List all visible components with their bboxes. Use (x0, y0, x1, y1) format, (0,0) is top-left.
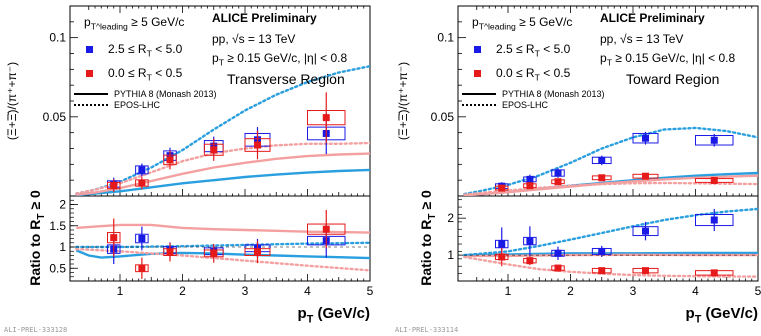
chart-panel-2: 1 2 3 4 5 0.05 0.1 1 2 pT^leading ≥ 5 GeV/c 2.5 ≤ … (396, 5, 761, 326)
data-point-marker (322, 114, 330, 122)
data-point-marker (110, 182, 118, 190)
ratio-tick-label: 1 (447, 248, 454, 262)
ratio-point-marker (166, 248, 174, 256)
ratio-point-marker (138, 264, 146, 272)
data-point-marker (526, 175, 534, 183)
ratio-point-marker (138, 235, 146, 242)
legend-marker (474, 70, 481, 77)
selection-label: pT^leading ≥ 5 GeV/c (472, 15, 572, 32)
info-energy: pp, √s = 13 TeV (600, 32, 683, 46)
y-tick-label: 0.05 (43, 110, 67, 124)
ratio-point-marker (526, 237, 534, 245)
x-axis-title: pT (GeV/c) (686, 305, 758, 326)
ratio-point-marker (598, 267, 606, 275)
ratio-axis-title-text: Ratio to RT ≥ 0 (27, 190, 47, 286)
ratio-model-curve (75, 249, 370, 260)
x-tick-label: 1 (505, 284, 512, 298)
region-label: Transverse Region (227, 71, 345, 87)
ratio-point-marker (598, 247, 606, 255)
x-axis-title: pT (GeV/c) (298, 305, 370, 326)
model-curve (76, 152, 370, 196)
y-tick-label: 0.1 (437, 31, 454, 45)
legend-label: EPOS-LHC (114, 100, 161, 110)
data-point-marker (710, 136, 718, 144)
footer-id: ALI-PREL-333128 (4, 326, 67, 334)
ratio-tick-label: 1 (59, 240, 66, 254)
data-point-marker (498, 184, 506, 192)
x-tick-label: 3 (630, 284, 637, 298)
y-tick-label: 0.05 (431, 110, 455, 124)
legend-label: 0.0 ≤ RT < 0.5 (496, 66, 571, 83)
data-point-marker (598, 174, 606, 182)
y-axis-title: (Ξ+Ξ̄)/(π⁺+π⁻) (5, 62, 19, 140)
chart-title: ALICE Preliminary (600, 11, 705, 25)
legend-marker (86, 70, 93, 77)
ratio-model-curve (463, 207, 758, 257)
ratio-point-marker (254, 248, 261, 256)
ratio-point-marker (498, 253, 506, 261)
data-point-marker (138, 166, 146, 174)
ratio-point-marker (110, 234, 118, 242)
ratio-point-marker (526, 257, 534, 265)
ratio-point-marker (710, 269, 718, 277)
data-point-marker (598, 156, 606, 164)
x-tick-label: 2 (179, 284, 186, 298)
ratio-point-marker (554, 249, 562, 257)
info-energy: pp, √s = 13 TeV (212, 32, 295, 46)
x-tick-label: 3 (242, 284, 249, 298)
ratio-tick-label: 2 (59, 198, 66, 212)
ratio-axis-title: Ratio to RT ≥ 0 (418, 190, 438, 286)
legend-marker (474, 46, 481, 53)
data-point-marker (254, 141, 261, 149)
ratio-model-curve (76, 223, 370, 234)
chart-title: ALICE Preliminary (212, 11, 317, 25)
data-point-marker (554, 178, 562, 186)
region-label: Toward Region (626, 71, 719, 87)
x-tick-label: 1 (117, 284, 124, 298)
legend-label: PYTHIA 8 (Monash 2013) (502, 89, 605, 99)
ratio-tick-label: 2 (447, 211, 454, 225)
ratio-point-marker (554, 264, 562, 272)
legend-label: PYTHIA 8 (Monash 2013) (114, 89, 217, 99)
ratio-point-marker (642, 227, 649, 235)
y-tick-label: 0.1 (49, 31, 66, 45)
legend-label: EPOS-LHC (502, 100, 549, 110)
data-point-marker (642, 172, 649, 180)
x-tick-label: 2 (567, 284, 574, 298)
info-cuts: pT ≥ 0.15 GeV/c, |η| < 0.8 (212, 51, 348, 68)
data-point-marker (642, 134, 649, 142)
legend-marker (86, 46, 93, 53)
data-point-marker (166, 156, 174, 164)
info-cuts: pT ≥ 0.15 GeV/c, |η| < 0.8 (600, 51, 736, 68)
data-point-marker (526, 182, 534, 190)
ratio-point-marker (322, 225, 330, 233)
x-tick-label: 4 (692, 284, 699, 298)
chart-panel-1: 1 2 3 4 5 0.05 0.1 0.5 1 1.5 2 pT^leading ≥ 5 GeV/c… (5, 5, 374, 326)
legend-label: 0.0 ≤ RT < 0.5 (108, 66, 183, 83)
footer-id: ALI-PREL-333114 (395, 326, 458, 334)
ratio-tick-label: 0.5 (49, 261, 66, 275)
ratio-tick-label: 1.5 (49, 219, 66, 233)
x-tick-label: 5 (755, 284, 761, 298)
data-point-marker (710, 176, 718, 184)
data-point-marker (554, 169, 562, 177)
x-tick-label: 5 (367, 284, 374, 298)
ratio-point-marker (210, 249, 218, 257)
selection-label: pT^leading ≥ 5 GeV/c (84, 15, 184, 32)
data-point-marker (138, 179, 146, 187)
data-point-marker (210, 146, 218, 154)
ratio-point-marker (710, 216, 718, 224)
ratio-axis-title-text: Ratio to RT ≥ 0 (418, 190, 438, 286)
ratio-point-marker (498, 240, 506, 248)
ratio-model-curve (463, 255, 758, 278)
legend-label: 2.5 ≤ RT < 5.0 (496, 42, 571, 59)
ratio-axis-title: Ratio to RT ≥ 0 (27, 190, 47, 286)
legend-label: 2.5 ≤ RT < 5.0 (108, 42, 183, 59)
model-curve (76, 168, 370, 196)
ratio-point-marker (642, 267, 649, 275)
y-axis-title: (Ξ+Ξ̄)/(π⁺+π⁻) (396, 62, 410, 140)
x-tick-label: 4 (304, 284, 311, 298)
